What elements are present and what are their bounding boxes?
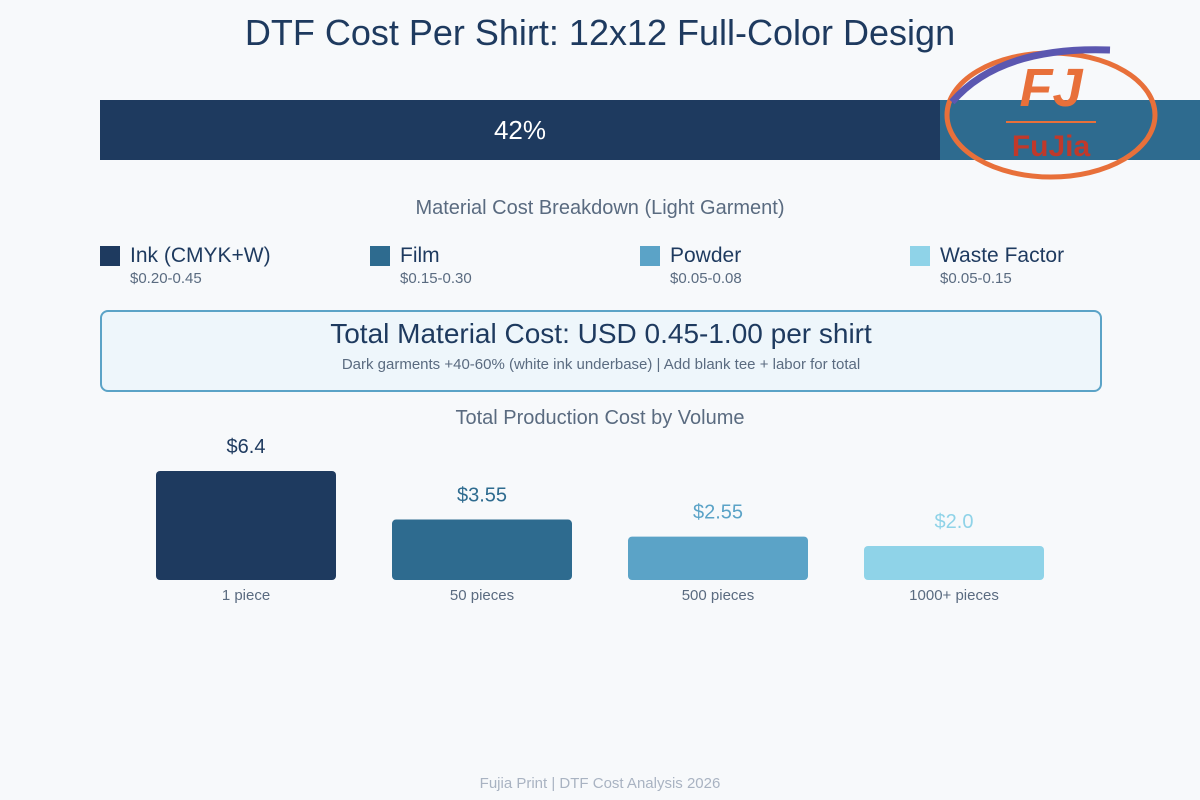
logo-swoosh	[949, 46, 1111, 105]
bar-category-label: 1 piece	[222, 587, 270, 604]
bar-value-label: $2.55	[693, 502, 743, 524]
bar-category-label: 50 pieces	[450, 587, 514, 604]
logo-initials: FJ	[1019, 58, 1083, 118]
legend-label: Powder	[670, 244, 742, 267]
legend-label: Film	[400, 244, 440, 267]
bar-category-label: 500 pieces	[682, 587, 755, 604]
page-title: DTF Cost Per Shirt: 12x12 Full-Color Des…	[244, 12, 956, 53]
breakdown-title: Material Cost Breakdown (Light Garment)	[415, 197, 785, 219]
bar-50-pieces	[392, 519, 572, 580]
progress-label: 42%	[493, 114, 547, 145]
footer-credit: Fujia Print | DTF Cost Analysis 2026	[479, 775, 721, 792]
progress-bar: 42%	[100, 100, 1200, 160]
bar-1000-pieces	[864, 545, 1044, 580]
legend-swatch	[370, 246, 390, 266]
legend-value: $0.05-0.15	[940, 270, 1012, 287]
legend-value: $0.20-0.45	[130, 270, 202, 287]
volume-bar-chart: $6.4 1 piece $3.55 50 pieces $2.55 500 pieces…	[156, 436, 1044, 604]
bar-1-piece	[156, 471, 336, 580]
legend-label: Ink (CMYK+W)	[130, 244, 271, 267]
bar-value-label: $3.55	[457, 485, 507, 507]
legend-value: $0.15-0.30	[400, 270, 472, 287]
progress-fill: 42%	[100, 100, 940, 160]
legend-swatch	[100, 246, 120, 266]
total-cost-box: Total Material Cost: USD 0.45-1.00 per s…	[100, 310, 1102, 392]
legend-value: $0.05-0.08	[670, 270, 742, 287]
legend-label: Waste Factor	[940, 244, 1065, 267]
bar-value-label: $2.0	[935, 511, 974, 533]
legend-swatch	[910, 246, 930, 266]
chart-title: Total Production Cost by Volume	[455, 407, 745, 429]
bar-500-pieces	[628, 536, 808, 580]
total-cost-note: Dark garments +40-60% (white ink underba…	[341, 356, 861, 373]
legend-swatch	[640, 246, 660, 266]
logo-brand: FuJia	[1012, 130, 1091, 163]
bar-value-label: $6.4	[227, 436, 266, 458]
bar-category-label: 1000+ pieces	[909, 587, 999, 604]
fujia-logo: FJ FuJia	[944, 46, 1158, 180]
total-cost-heading: Total Material Cost: USD 0.45-1.00 per s…	[330, 318, 872, 349]
